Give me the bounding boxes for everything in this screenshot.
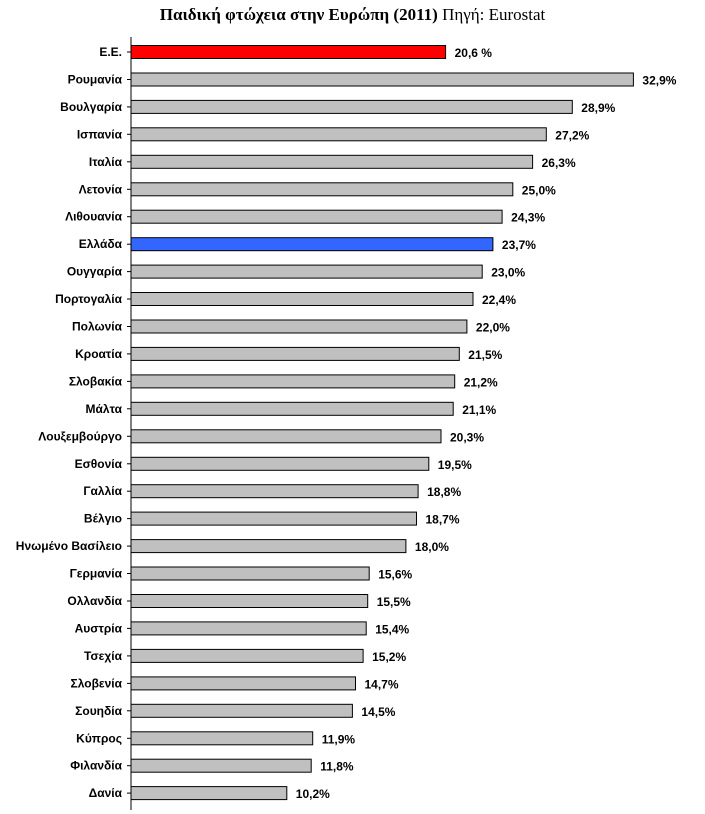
value-label: 10,2% <box>296 787 330 801</box>
category-label: Εσθονία <box>75 457 123 471</box>
bar <box>130 45 447 59</box>
category-labels-layer: Ε.Ε. Ρουμανία Βουλγαρία Ισπανία Ιταλία Λετονί… <box>16 45 123 800</box>
bar <box>130 511 417 526</box>
bar <box>130 539 407 554</box>
category-label: Μάλτα <box>86 402 123 416</box>
value-label: 23,7% <box>502 238 536 252</box>
category-label: Ρουμανία <box>68 73 123 87</box>
bar <box>130 154 534 169</box>
bar <box>130 401 454 416</box>
category-label: Ιταλία <box>89 155 123 169</box>
category-label: Τσεχία <box>84 649 123 663</box>
category-label: Ισπανία <box>77 127 123 141</box>
category-label: Κροατία <box>75 347 122 361</box>
category-label: Σουηδία <box>75 704 122 718</box>
bar <box>130 319 468 334</box>
bar <box>130 292 474 306</box>
value-label: 15,2% <box>372 650 406 664</box>
bar <box>130 374 456 389</box>
category-label: Ουγγαρία <box>67 265 123 279</box>
bar <box>130 676 356 691</box>
value-label: 18,7% <box>426 513 460 527</box>
bar <box>130 209 503 224</box>
value-label: 21,5% <box>468 348 502 362</box>
category-label: Ηνωμένο Βασίλειο <box>16 539 122 553</box>
category-label: Πορτογαλία <box>55 292 122 306</box>
category-label: Αυστρία <box>75 621 123 635</box>
value-label: 28,9% <box>581 101 615 115</box>
category-label: Κύπρος <box>76 731 122 745</box>
category-label: Γαλλία <box>83 484 122 498</box>
bar <box>130 621 367 636</box>
value-label: 14,7% <box>365 677 399 691</box>
bar <box>130 566 370 581</box>
bar <box>130 346 460 361</box>
category-label: Πολωνία <box>72 320 123 334</box>
value-label: 21,1% <box>462 403 496 417</box>
bar <box>130 703 353 718</box>
value-label: 18,8% <box>427 485 461 499</box>
bar <box>130 127 547 142</box>
bars-layer <box>130 45 634 801</box>
value-label: 25,0% <box>522 183 556 197</box>
value-label: 20,3% <box>450 430 484 444</box>
value-label: 27,2% <box>555 128 589 142</box>
bar <box>130 429 442 444</box>
value-label: 26,3% <box>542 156 576 170</box>
category-label: Λουξεμβούργο <box>38 429 122 443</box>
category-label: Λετονία <box>79 182 123 196</box>
value-label: 18,0% <box>415 540 449 554</box>
bar <box>130 786 288 801</box>
value-label: 15,5% <box>377 595 411 609</box>
bar <box>130 99 573 114</box>
value-label: 32,9% <box>642 74 676 88</box>
category-label: Δανία <box>89 786 123 800</box>
value-label: 24,3% <box>511 211 545 225</box>
axis-layer <box>127 37 132 810</box>
bar <box>130 72 634 87</box>
bar <box>130 182 514 197</box>
value-label: 22,4% <box>482 293 516 307</box>
value-label: 21,2% <box>464 375 498 389</box>
category-label: Λιθουανία <box>65 210 123 224</box>
value-label: 15,4% <box>375 622 409 636</box>
value-label: 20,6 % <box>455 46 493 60</box>
bar <box>130 456 430 471</box>
bar <box>130 594 369 608</box>
value-label: 19,5% <box>438 458 472 472</box>
bar <box>130 264 483 279</box>
category-label: Σλοβενία <box>71 676 123 690</box>
value-label: 15,6% <box>378 568 412 582</box>
bar <box>130 648 364 663</box>
chart-source-note: Πηγή: Eurostat <box>442 5 546 24</box>
value-label: 23,0% <box>491 266 525 280</box>
value-label: 14,5% <box>361 705 395 719</box>
value-label: 22,0% <box>476 321 510 335</box>
chart-title-main: Παιδική φτώχεια στην Ευρώπη (2011) <box>159 5 438 24</box>
bar <box>130 731 314 746</box>
category-label: Βουλγαρία <box>60 100 122 114</box>
category-label: Σλοβακία <box>69 374 123 388</box>
value-labels-layer: 20,6 % 32,9% 28,9% 27,2% 26,3% 25,0% 24,3% 23,7… <box>296 46 677 801</box>
chart-title: Παιδική φτώχεια στην Ευρώπη (2011) Πηγή:… <box>0 5 705 25</box>
value-label: 11,9% <box>322 732 356 746</box>
bar <box>130 237 494 252</box>
bar <box>130 484 419 499</box>
category-label: Ε.Ε. <box>99 45 122 59</box>
category-label: Ολλανδία <box>67 594 122 608</box>
bar <box>130 758 312 773</box>
category-label: Γερμανία <box>70 567 123 581</box>
category-label: Φιλανδία <box>70 759 122 773</box>
category-label: Βέλγιο <box>84 512 122 526</box>
category-label: Ελλάδα <box>79 237 123 251</box>
value-label: 11,8% <box>320 760 354 774</box>
